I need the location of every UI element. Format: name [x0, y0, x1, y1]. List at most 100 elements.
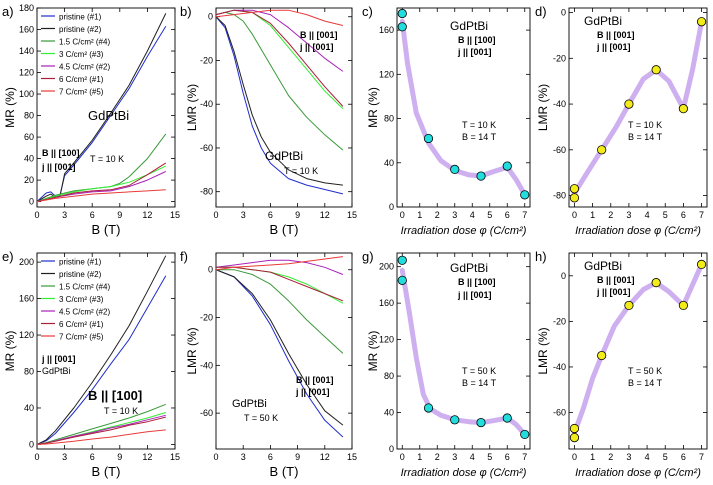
annotation: B || [100]	[458, 35, 496, 45]
legend-entry: 6 C/cm² (#1)	[59, 75, 104, 84]
x-tick-label: 4	[645, 210, 650, 220]
plot-area	[571, 19, 705, 196]
plot-frame	[568, 7, 708, 208]
x-tick-label: 0	[400, 210, 405, 220]
data-point	[597, 145, 607, 155]
y-axis-label: LMR (%)	[185, 84, 199, 131]
annotation: GdPtBi	[88, 108, 129, 123]
y-tick-label: -60	[200, 408, 213, 418]
x-tick-label: 1	[590, 452, 595, 462]
panel-letter: g)	[362, 249, 374, 264]
panel-letter: a)	[2, 4, 14, 19]
x-tick-label: 1	[590, 210, 595, 220]
x-tick-label: 1	[417, 210, 422, 220]
panel-a: 0 3 6 9 12 15 0 20 40 60 80 100 120 140 160 180 B (T) MR …	[2, 3, 180, 237]
data-point	[397, 8, 407, 19]
guide-line	[571, 261, 705, 436]
panel-c: 0 1 2 3 4 5 6 7 0 40 80 120 160 Irradiation dose φ (C…	[362, 4, 531, 237]
y-tick-label: 40	[384, 408, 394, 418]
series-line	[216, 259, 344, 275]
data-point	[397, 255, 407, 265]
data-point	[651, 278, 661, 288]
series-line	[37, 26, 167, 202]
series-line	[37, 403, 166, 445]
y-tick-label: 0	[29, 197, 34, 207]
y-tick-label: 120	[379, 69, 394, 79]
annotation: j || [001]	[596, 287, 631, 297]
data-point	[624, 99, 634, 109]
annotation: T = 10 K	[462, 120, 496, 130]
series-line	[37, 429, 166, 445]
y-tick-label: -40	[553, 99, 566, 109]
series-line	[216, 11, 344, 151]
y-tick-label: 60	[24, 132, 34, 142]
data-point	[476, 417, 486, 428]
x-tick-label: 0	[572, 210, 577, 220]
annotation: B || [100]	[88, 388, 142, 403]
x-tick-label: 2	[608, 452, 613, 462]
data-point	[624, 300, 634, 311]
annotation: B || [001]	[300, 30, 338, 40]
y-tick-label: 0	[208, 265, 213, 275]
panel-letter: c)	[362, 4, 373, 19]
data-point	[696, 259, 707, 269]
y-tick-label: 80	[384, 371, 394, 381]
y-axis-label: MR (%)	[3, 331, 17, 372]
x-tick-label: 3	[62, 210, 67, 220]
data-point	[569, 423, 580, 434]
panel-b: 0 3 6 9 12 15 0 -20 -40 -60 -80 B (T) LMR (%) b) B || …	[180, 4, 357, 237]
panel-g: 0 1 2 3 4 5 6 7 0 40 80 120 160 200 Irradiation dose φ…	[362, 249, 531, 479]
y-tick-label: -20	[553, 316, 566, 326]
annotation: T = 50 K	[244, 413, 278, 423]
x-tick-label: 0	[34, 452, 39, 462]
plot-frame	[36, 252, 176, 450]
x-tick-label: 0	[400, 452, 405, 462]
y-tick-label: 0	[208, 12, 213, 22]
plot-frame	[568, 252, 708, 450]
plot-area	[216, 256, 344, 438]
x-tick-label: 2	[435, 452, 440, 462]
y-tick-label: -60	[553, 408, 566, 418]
y-tick-label: 160	[379, 298, 394, 308]
x-tick-label: 3	[626, 210, 631, 220]
x-tick-label: 9	[295, 452, 300, 462]
annotation: B || [001]	[597, 30, 635, 40]
x-tick-label: 15	[347, 452, 357, 462]
x-tick-label: 3	[241, 452, 246, 462]
series-line	[216, 9, 344, 26]
series-line	[37, 275, 167, 445]
y-tick-label: 0	[29, 439, 34, 449]
y-axis-label: LMR (%)	[185, 327, 199, 374]
x-tick-label: 5	[487, 452, 492, 462]
x-tick-label: 9	[117, 210, 122, 220]
plot-frame	[215, 252, 353, 450]
panel-h: 0 1 2 3 4 5 6 7 0 -20 -40 -60 Irradiation dose φ (C/…	[535, 249, 708, 479]
x-tick-label: 5	[487, 210, 492, 220]
legend-entry: 3 C/cm² (#3)	[59, 295, 104, 304]
x-tick-label: 4	[470, 452, 475, 462]
data-point	[569, 433, 580, 443]
y-axis-label: MR (%)	[366, 87, 380, 128]
legend-entry: pristine (#2)	[59, 25, 102, 34]
y-tick-label: 80	[384, 114, 394, 124]
plot-frame	[36, 7, 176, 208]
legend-entry: 1.5 C/cm² (#4)	[59, 38, 110, 47]
plot-frame	[396, 7, 531, 208]
guide-line	[571, 19, 705, 196]
x-tick-label: 4	[470, 210, 475, 220]
x-axis-label: B (T)	[92, 222, 121, 237]
x-tick-label: 1	[417, 452, 422, 462]
data-point	[450, 415, 460, 425]
data-point	[569, 193, 580, 203]
x-tick-label: 12	[142, 452, 152, 462]
y-tick-label: 100	[19, 89, 34, 99]
legend-entry: 1.5 C/cm² (#4)	[59, 283, 110, 292]
x-tick-label: 12	[320, 452, 330, 462]
panel-letter: d)	[535, 4, 547, 19]
panel-f: 0 3 6 9 12 15 0 -20 -40 -60 B (T) LMR (%) f) B || [00…	[180, 249, 357, 479]
y-tick-label: 160	[19, 25, 34, 35]
y-tick-label: -60	[200, 143, 213, 153]
series-line	[37, 416, 166, 445]
data-point	[423, 133, 434, 144]
series-line	[216, 16, 343, 186]
